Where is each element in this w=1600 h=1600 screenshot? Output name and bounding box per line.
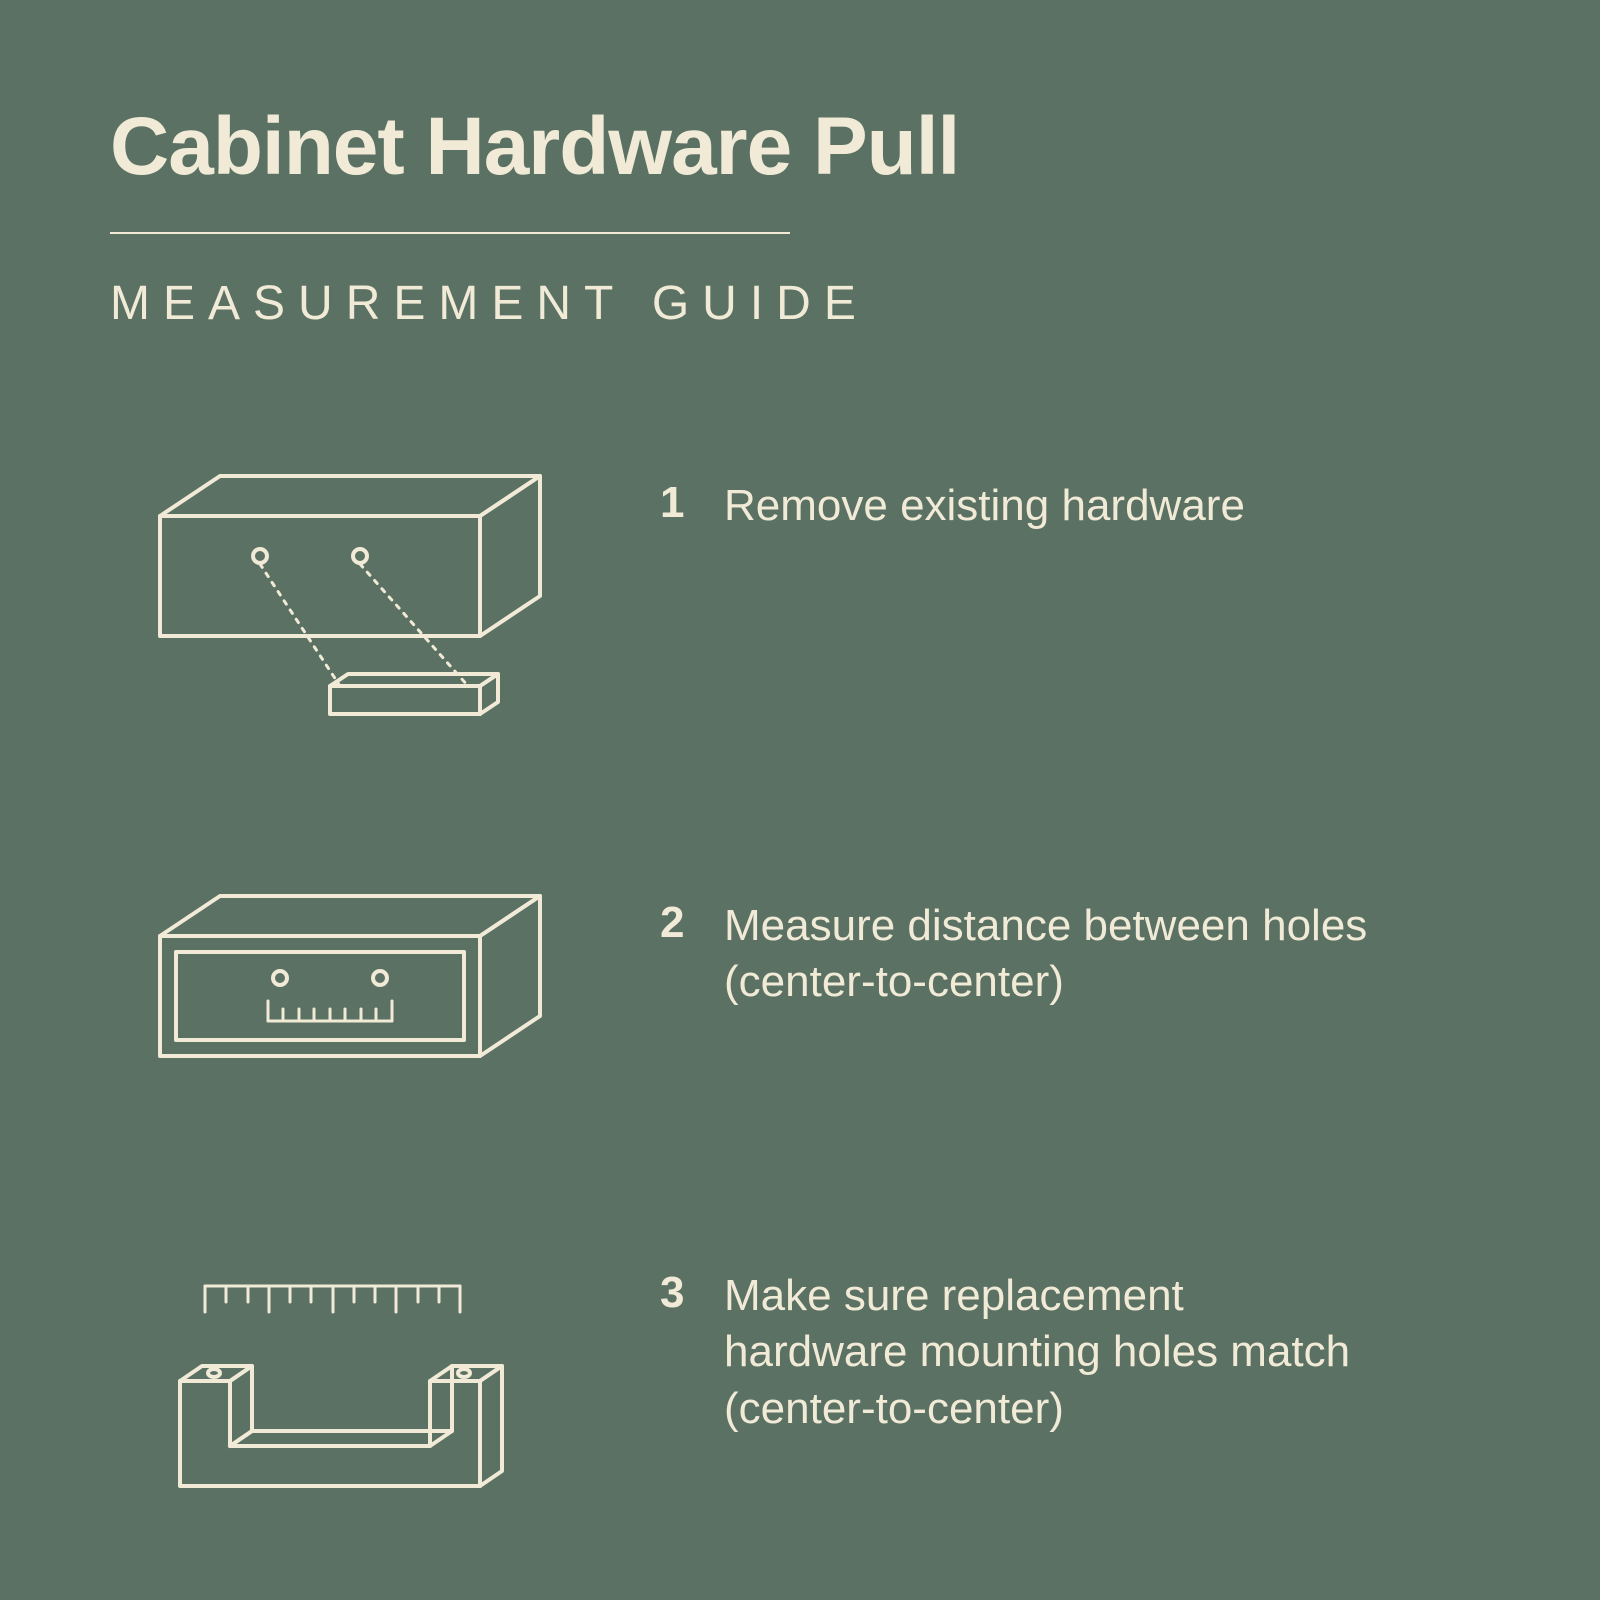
step-3-diagram-icon	[110, 1236, 570, 1516]
step-3-desc: Make sure replacement hardware mounting …	[724, 1268, 1374, 1437]
step-1-number: 1	[660, 478, 694, 528]
title-rule	[110, 232, 790, 234]
page-title: Cabinet Hardware Pull	[110, 100, 1490, 194]
step-1-diagram-icon	[110, 446, 570, 756]
steps-list: 1 Remove existing hardware	[110, 446, 1490, 1516]
step-2-desc: Measure distance between holes (center-t…	[724, 898, 1374, 1011]
step-3-text: 3 Make sure replacement hardware mountin…	[660, 1236, 1374, 1437]
step-2: 2 Measure distance between holes (center…	[110, 866, 1490, 1126]
step-2-text: 2 Measure distance between holes (center…	[660, 866, 1374, 1011]
step-1-desc: Remove existing hardware	[724, 478, 1245, 534]
step-3-number: 3	[660, 1268, 694, 1318]
step-1: 1 Remove existing hardware	[110, 446, 1490, 756]
step-3: 3 Make sure replacement hardware mountin…	[110, 1236, 1490, 1516]
page-subtitle: MEASUREMENT GUIDE	[110, 276, 1490, 331]
step-1-text: 1 Remove existing hardware	[660, 446, 1245, 534]
step-2-number: 2	[660, 898, 694, 948]
step-2-diagram-icon	[110, 866, 570, 1126]
